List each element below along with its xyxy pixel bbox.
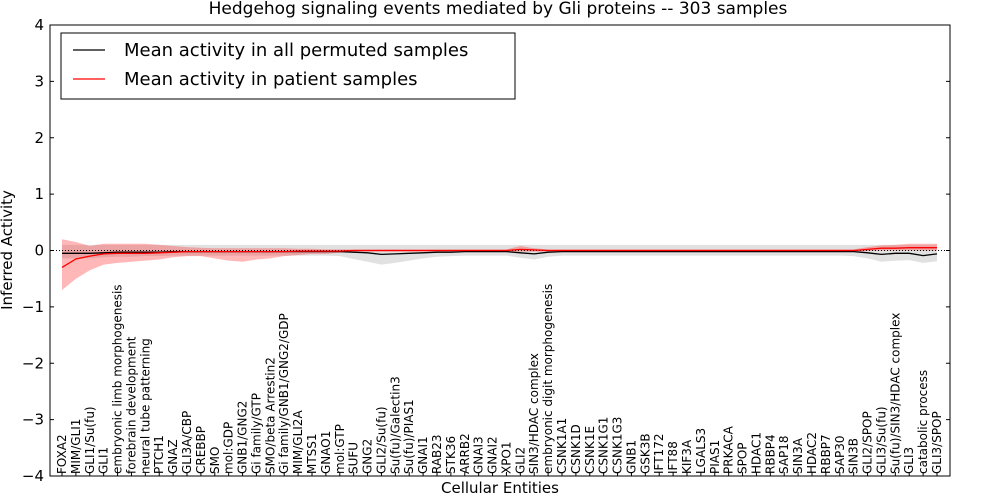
x-tick-label: mol:GTP bbox=[333, 424, 347, 474]
x-tick-label: FOXA2 bbox=[55, 434, 69, 474]
x-tick-label: STK36 bbox=[444, 436, 458, 474]
x-tick-label: SPOP bbox=[736, 442, 750, 474]
x-tick-label: SIN3/HDAC complex bbox=[527, 353, 541, 474]
y-axis-label: Inferred Activity bbox=[0, 190, 16, 310]
chart-title: Hedgehog signaling events mediated by Gl… bbox=[209, 0, 788, 19]
x-tick-label: GNAI2 bbox=[486, 436, 500, 474]
x-tick-label: KIF3A bbox=[680, 439, 694, 474]
x-tick-label: PIAS1 bbox=[708, 440, 722, 474]
x-tick-label: GSK3B bbox=[638, 433, 652, 474]
x-axis-ticks: FOXA2 MIM/GLI1 GLI1/Su(fu) GLI1 embryonic li… bbox=[55, 284, 944, 476]
y-tick-label: −2 bbox=[22, 354, 44, 372]
x-tick-label: GNB1 bbox=[624, 440, 638, 474]
x-tick-label: SUFU bbox=[347, 442, 361, 474]
x-tick-label: MIM/GLI2A bbox=[291, 410, 305, 474]
x-tick-label: catabolic process bbox=[916, 370, 930, 474]
x-tick-label: mol:GDP bbox=[222, 422, 236, 474]
x-tick-label: GLI3/Su(fu) bbox=[874, 406, 888, 474]
x-tick-label: CSNK1G1 bbox=[597, 417, 611, 474]
x-tick-label: GLI2/SPOP bbox=[861, 411, 875, 474]
y-tick-label: 2 bbox=[34, 129, 44, 147]
x-tick-label: RAB23 bbox=[430, 434, 444, 474]
x-tick-label: GNAI3 bbox=[472, 436, 486, 474]
x-tick-label: XPO1 bbox=[499, 441, 513, 474]
patient-mean-line bbox=[61, 247, 937, 268]
x-tick-label: HDAC1 bbox=[749, 432, 763, 474]
x-tick-label: GLI1 bbox=[97, 447, 111, 474]
x-tick-label: SMO/beta Arrestin2 bbox=[263, 357, 277, 474]
x-tick-label: GNAI1 bbox=[416, 436, 430, 474]
x-tick-label: GLI3/SPOP bbox=[930, 411, 944, 474]
x-tick-label: SIN3B bbox=[847, 438, 861, 474]
legend-label-patient: Mean activity in patient samples bbox=[124, 69, 418, 90]
x-tick-label: GLI3 bbox=[902, 447, 916, 474]
x-tick-label: Gi family/GTP bbox=[249, 393, 263, 474]
x-tick-label: forebrain development bbox=[124, 336, 138, 474]
x-tick-label: PTCH1 bbox=[152, 435, 166, 474]
y-tick-label: −3 bbox=[22, 411, 44, 429]
x-tick-label: LGALS3 bbox=[694, 428, 708, 474]
permuted-range-band bbox=[62, 244, 937, 265]
x-tick-label: PRKACA bbox=[722, 425, 736, 474]
x-tick-label: CSNK1G3 bbox=[611, 417, 625, 474]
x-tick-label: Su(fu)/SIN3/HDAC complex bbox=[888, 313, 902, 474]
x-tick-label: SMO bbox=[208, 447, 222, 474]
x-tick-label: GLI2 bbox=[513, 447, 527, 474]
x-tick-label: CSNK1A1 bbox=[555, 418, 569, 474]
x-tick-label: HDAC2 bbox=[805, 432, 819, 474]
x-tick-label: MTSS1 bbox=[305, 433, 319, 474]
x-tick-label: Gi family/GNB1/GNG2/GDP bbox=[277, 313, 291, 474]
x-tick-label: GNG2 bbox=[361, 439, 375, 474]
x-tick-label: RBBP4 bbox=[763, 434, 777, 474]
x-tick-label: IFT172 bbox=[652, 434, 666, 474]
x-tick-label: SAP30 bbox=[833, 435, 847, 474]
x-tick-label: GNAO1 bbox=[319, 431, 333, 474]
y-tick-label: −1 bbox=[22, 298, 44, 316]
x-tick-label: MIM/GLI1 bbox=[69, 419, 83, 474]
legend-label-permuted: Mean activity in all permuted samples bbox=[124, 40, 468, 61]
plot-area bbox=[50, 239, 950, 290]
x-tick-label: GNAZ bbox=[166, 439, 180, 474]
x-tick-label: RBBP7 bbox=[819, 434, 833, 474]
y-tick-label: 1 bbox=[34, 185, 44, 203]
x-tick-label: SAP18 bbox=[777, 435, 791, 474]
x-tick-label: CREBBP bbox=[194, 426, 208, 474]
x-tick-label: Su(fu)/PIAS1 bbox=[402, 399, 416, 474]
x-axis-label: Cellular Entities bbox=[441, 479, 559, 497]
x-tick-label: GLI2/Su(fu) bbox=[374, 406, 388, 474]
y-tick-label: 0 bbox=[34, 242, 44, 260]
x-tick-label: neural tube patterning bbox=[138, 338, 152, 474]
x-tick-label: CSNK1D bbox=[569, 424, 583, 474]
y-axis-ticks: 4 3 2 1 0 −1 −2 −3 −4 bbox=[22, 16, 950, 485]
x-tick-label: Su(fu)/Galectin3 bbox=[388, 376, 402, 474]
y-tick-label: 4 bbox=[34, 16, 44, 34]
x-tick-label: GLI1/Su(fu) bbox=[83, 406, 97, 474]
x-tick-label: SIN3A bbox=[791, 437, 805, 474]
x-tick-label: ARRB2 bbox=[458, 433, 472, 474]
y-tick-label: −4 bbox=[22, 467, 44, 485]
x-tick-label: embryonic digit morphogenesis bbox=[541, 284, 555, 474]
x-tick-label: IFT88 bbox=[666, 441, 680, 474]
x-tick-label: GNB1/GNG2 bbox=[236, 401, 250, 474]
x-tick-label: CSNK1E bbox=[583, 426, 597, 474]
x-tick-label: embryonic limb morphogenesis bbox=[111, 284, 125, 474]
legend: Mean activity in all permuted samples Me… bbox=[60, 32, 516, 100]
legend-box bbox=[60, 32, 516, 100]
x-tick-label: GLI3A/CBP bbox=[180, 411, 194, 474]
y-tick-label: 3 bbox=[34, 72, 44, 90]
